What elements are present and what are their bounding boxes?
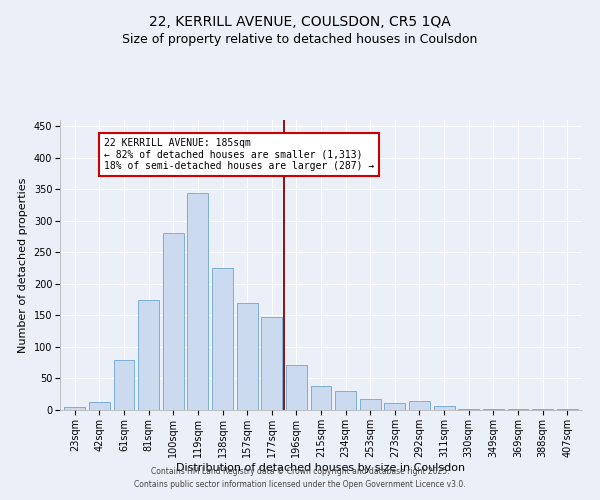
Text: Size of property relative to detached houses in Coulsdon: Size of property relative to detached ho…	[122, 32, 478, 46]
Text: Contains HM Land Registry data © Crown copyright and database right 2025.: Contains HM Land Registry data © Crown c…	[151, 467, 449, 476]
Text: 22, KERRILL AVENUE, COULSDON, CR5 1QA: 22, KERRILL AVENUE, COULSDON, CR5 1QA	[149, 15, 451, 29]
Bar	[187, 192, 208, 410]
Bar	[163, 234, 184, 410]
Text: 22 KERRILL AVENUE: 185sqm
← 82% of detached houses are smaller (1,313)
18% of se: 22 KERRILL AVENUE: 185sqm ← 82% of detac…	[104, 138, 374, 171]
Bar	[311, 386, 331, 410]
Bar	[138, 300, 159, 410]
Bar	[64, 407, 85, 410]
Bar	[286, 364, 307, 410]
Bar	[409, 400, 430, 410]
Bar	[434, 406, 455, 410]
Bar	[212, 268, 233, 410]
Bar	[261, 318, 282, 410]
X-axis label: Distribution of detached houses by size in Coulsdon: Distribution of detached houses by size …	[176, 462, 466, 472]
Bar	[89, 402, 110, 410]
Text: Contains public sector information licensed under the Open Government Licence v3: Contains public sector information licen…	[134, 480, 466, 489]
Bar	[385, 403, 406, 410]
Bar	[360, 400, 381, 410]
Bar	[113, 360, 134, 410]
Bar	[236, 303, 257, 410]
Bar	[335, 391, 356, 410]
Bar	[557, 408, 578, 410]
Y-axis label: Number of detached properties: Number of detached properties	[18, 178, 28, 352]
Bar	[458, 408, 479, 410]
